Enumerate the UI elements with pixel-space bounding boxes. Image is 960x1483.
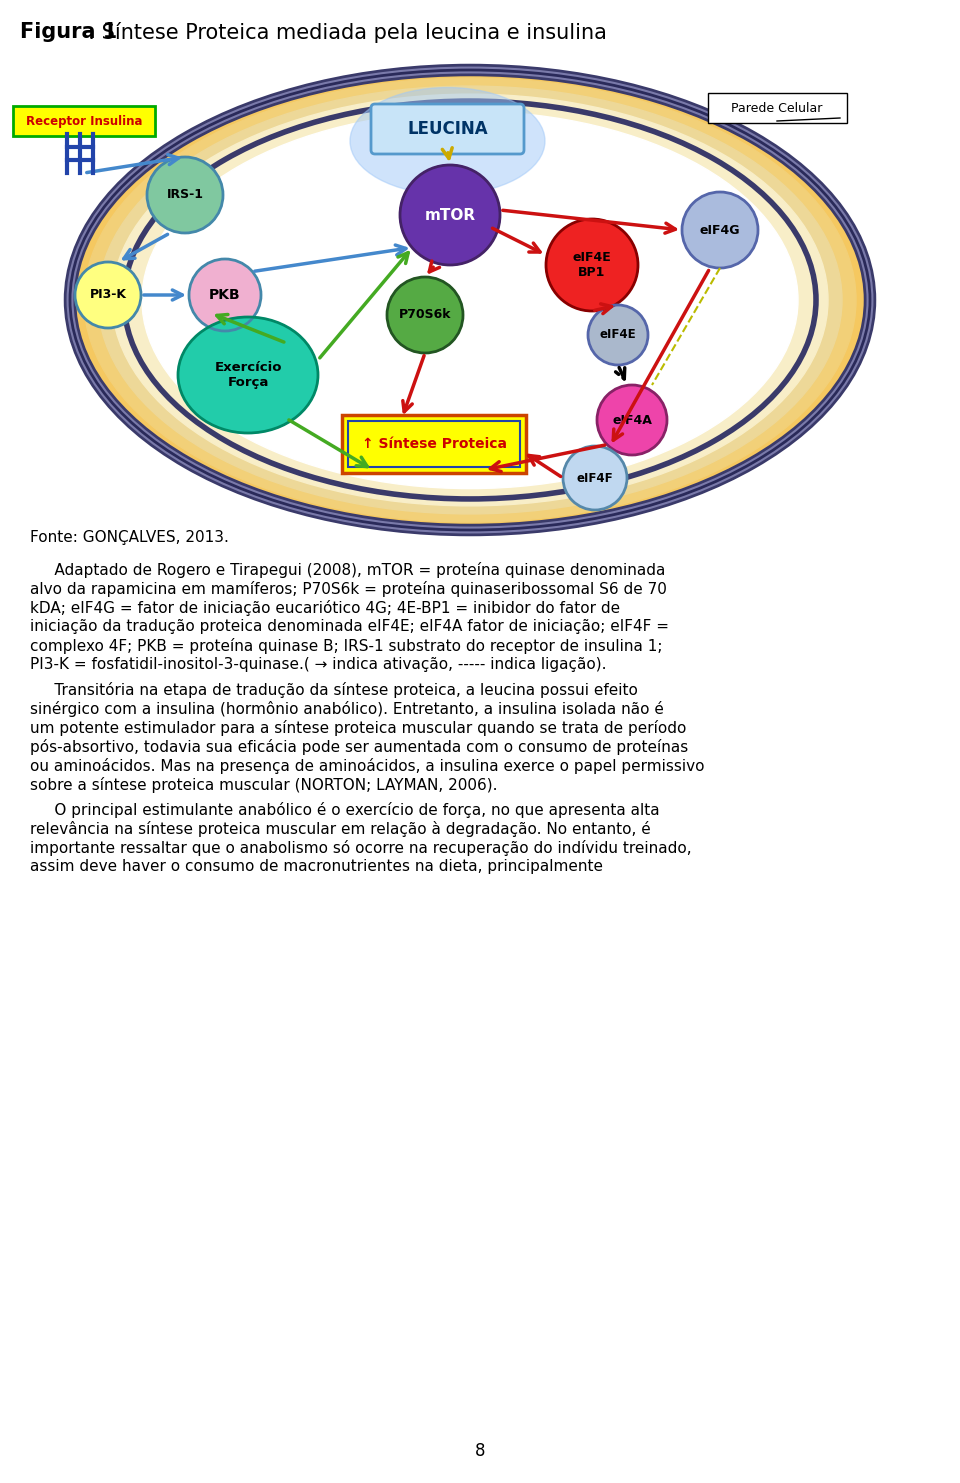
- Ellipse shape: [682, 191, 758, 268]
- Text: iniciação da tradução proteica denominada eIF4E; eIF4A fator de iniciação; eIF4F: iniciação da tradução proteica denominad…: [30, 618, 669, 635]
- Text: assim deve haver o consumo de macronutrientes na dieta, principalmente: assim deve haver o consumo de macronutri…: [30, 859, 603, 873]
- Text: eIF4E
BP1: eIF4E BP1: [572, 251, 612, 279]
- Text: P70S6k: P70S6k: [398, 308, 451, 322]
- FancyBboxPatch shape: [342, 415, 526, 473]
- Text: Adaptado de Rogero e Tirapegui (2008), mTOR = proteína quinase denominada: Adaptado de Rogero e Tirapegui (2008), m…: [30, 562, 665, 578]
- Text: Fonte: GONÇALVES, 2013.: Fonte: GONÇALVES, 2013.: [30, 529, 228, 544]
- Ellipse shape: [546, 219, 638, 311]
- Ellipse shape: [588, 305, 648, 365]
- Text: PI3-K = fosfatidil-inositol-3-quinase.( → indica ativação, ----- indica ligação): PI3-K = fosfatidil-inositol-3-quinase.( …: [30, 657, 607, 672]
- Ellipse shape: [400, 165, 500, 265]
- Ellipse shape: [142, 111, 798, 488]
- Text: 8: 8: [475, 1441, 485, 1459]
- Text: Exercício
Força: Exercício Força: [214, 360, 281, 389]
- FancyBboxPatch shape: [708, 93, 847, 123]
- Text: relevância na síntese proteica muscular em relação à degradação. No entanto, é: relevância na síntese proteica muscular …: [30, 822, 651, 836]
- Text: LEUCINA: LEUCINA: [407, 120, 488, 138]
- Text: mTOR: mTOR: [424, 208, 475, 222]
- Text: eIF4F: eIF4F: [577, 472, 613, 485]
- Ellipse shape: [597, 386, 667, 455]
- Text: importante ressaltar que o anabolismo só ocorre na recuperação do indívidu trein: importante ressaltar que o anabolismo só…: [30, 839, 691, 856]
- Ellipse shape: [189, 260, 261, 331]
- Text: pós-absortivo, todavia sua eficácia pode ser aumentada com o consumo de proteína: pós-absortivo, todavia sua eficácia pode…: [30, 739, 688, 755]
- Ellipse shape: [98, 86, 842, 515]
- Text: Parede Celular: Parede Celular: [732, 101, 823, 114]
- Text: um potente estimulador para a síntese proteica muscular quando se trata de perío: um potente estimulador para a síntese pr…: [30, 721, 686, 736]
- Ellipse shape: [147, 157, 223, 233]
- Text: kDA; eIF4G = fator de iniciação eucariótico 4G; 4E-BP1 = inibidor do fator de: kDA; eIF4G = fator de iniciação eucariót…: [30, 601, 620, 615]
- Ellipse shape: [70, 70, 870, 529]
- Ellipse shape: [84, 79, 856, 522]
- Text: PI3-K: PI3-K: [89, 289, 127, 301]
- Text: eIF4A: eIF4A: [612, 414, 652, 427]
- Ellipse shape: [387, 277, 463, 353]
- Ellipse shape: [563, 446, 627, 510]
- Text: O principal estimulante anabólico é o exercício de força, no que apresenta alta: O principal estimulante anabólico é o ex…: [30, 802, 660, 819]
- Text: eIF4E: eIF4E: [600, 329, 636, 341]
- Text: complexo 4F; PKB = proteína quinase B; IRS-1 substrato do receptor de insulina 1: complexo 4F; PKB = proteína quinase B; I…: [30, 638, 662, 654]
- Text: Transitória na etapa de tradução da síntese proteica, a leucina possui efeito: Transitória na etapa de tradução da sínt…: [30, 682, 637, 698]
- Text: eIF4G: eIF4G: [700, 224, 740, 236]
- Text: sinérgico com a insulina (hormônio anabólico). Entretanto, a insulina isolada nã: sinérgico com a insulina (hormônio anabó…: [30, 701, 664, 716]
- Text: PKB: PKB: [209, 288, 241, 303]
- Text: alvo da rapamicina em mamíferos; P70S6k = proteína quinaseribossomal S6 de 70: alvo da rapamicina em mamíferos; P70S6k …: [30, 581, 667, 598]
- Text: ↑ Síntese Proteica: ↑ Síntese Proteica: [362, 437, 507, 451]
- FancyBboxPatch shape: [13, 105, 155, 136]
- Text: Figura 1: Figura 1: [20, 22, 117, 42]
- Text: : Síntese Proteica mediada pela leucina e insulina: : Síntese Proteica mediada pela leucina …: [88, 22, 607, 43]
- Ellipse shape: [178, 317, 318, 433]
- Text: IRS-1: IRS-1: [166, 188, 204, 202]
- Text: Receptor Insulina: Receptor Insulina: [26, 114, 142, 128]
- Ellipse shape: [75, 262, 141, 328]
- Text: ou aminoácidos. Mas na presença de aminoácidos, a insulina exerce o papel permis: ou aminoácidos. Mas na presença de amino…: [30, 758, 705, 774]
- Ellipse shape: [112, 93, 828, 506]
- Text: sobre a síntese proteica muscular (NORTON; LAYMAN, 2006).: sobre a síntese proteica muscular (NORTO…: [30, 777, 497, 793]
- FancyBboxPatch shape: [371, 104, 524, 154]
- Ellipse shape: [350, 87, 545, 194]
